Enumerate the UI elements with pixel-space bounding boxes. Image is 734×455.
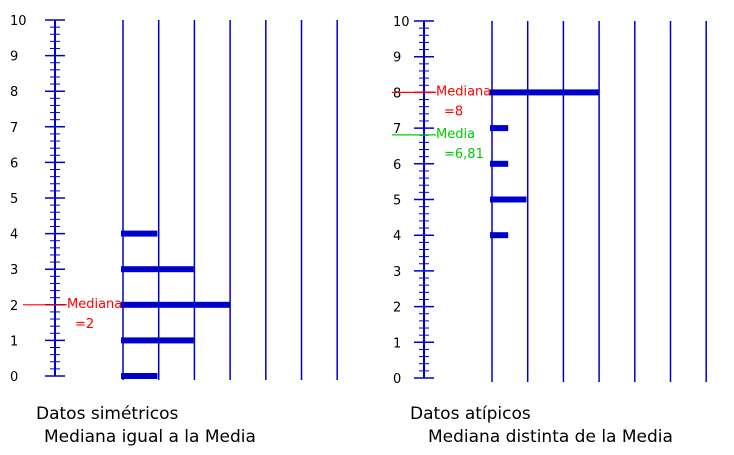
right-tick-label: 0 [393,372,401,387]
right-bar [490,160,509,167]
left-tick-label: 2 [10,299,18,314]
right-tick-label: 5 [393,194,401,209]
caption-left-line1: Datos simétricos [36,404,179,424]
left-median-label: Mediana [67,297,122,312]
right-tick-label: 7 [393,122,401,137]
left-bar [121,373,158,379]
left-tick-label: 3 [10,263,18,278]
left-tick-label: 1 [10,334,18,349]
left-tick-label: 8 [10,85,18,100]
left-tick-label: 6 [10,156,18,171]
left-tick-label: 7 [10,121,18,136]
left-tick-label: 0 [10,370,18,385]
left-tick-label: 4 [10,228,18,243]
right-mean-label: Media [436,127,475,142]
left-median-value: =2 [75,317,94,332]
right-tick-label: 3 [393,265,401,280]
right-mean-value: =6,81 [444,147,484,162]
left-bar [121,301,231,308]
right-bar [490,89,600,96]
right-tick-label: 1 [393,336,401,351]
right-tick-label: 2 [393,301,401,316]
right-tick-label: 8 [393,86,401,101]
right-bar [490,196,527,203]
left-bar [121,337,194,344]
right-tick-label: 9 [393,51,401,66]
caption-right-line2: Mediana distinta de la Media [428,427,673,447]
left-bar [121,230,158,237]
caption-right-line1: Datos atípicos [410,404,531,424]
caption-left-line2: Mediana igual a la Media [44,427,256,447]
left-bar [121,266,194,273]
right-bar [490,125,509,132]
right-tick-label: 4 [393,229,401,244]
left-tick-label: 9 [10,50,18,65]
left-tick-label: 5 [10,192,18,207]
left-tick-label: 10 [10,14,27,29]
right-tick-label: 10 [393,15,410,30]
right-median-label: Mediana [436,84,491,99]
right-bar [490,232,509,239]
right-median-value: =8 [444,104,463,119]
right-tick-label: 6 [393,158,401,173]
